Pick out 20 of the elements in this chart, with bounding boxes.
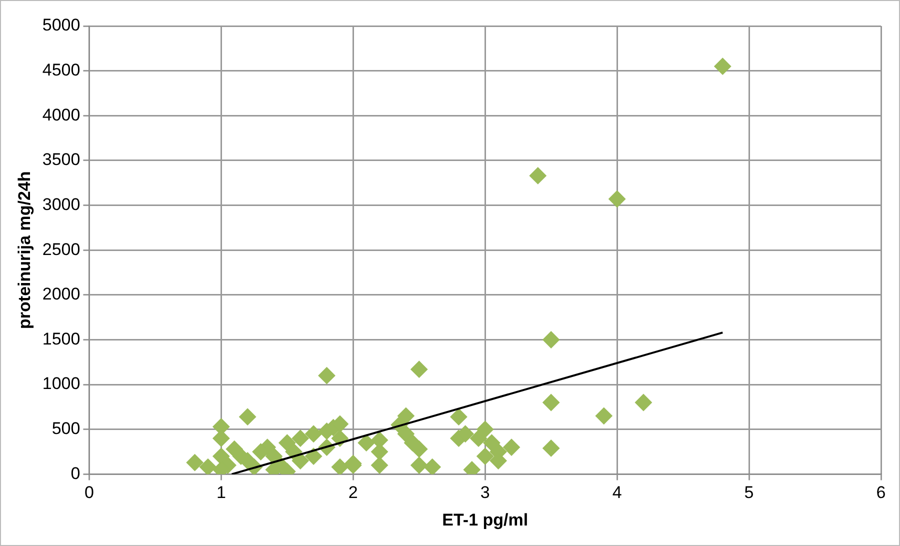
y-tick-label: 1000 — [42, 374, 80, 394]
y-tick-label: 2500 — [42, 240, 80, 259]
x-tick-label: 4 — [612, 483, 622, 502]
x-tick-label: 5 — [744, 483, 754, 502]
x-tick-label: 1 — [216, 483, 226, 502]
x-tick-label: 0 — [84, 483, 94, 502]
x-axis-title: ET-1 pg/ml — [442, 510, 528, 530]
y-tick-label: 500 — [52, 419, 80, 438]
x-tick-label: 6 — [876, 483, 886, 502]
y-tick-label: 1500 — [42, 329, 80, 348]
y-tick-label: 4500 — [42, 60, 80, 80]
y-tick-label: 3000 — [42, 194, 80, 214]
y-tick-label: 0 — [70, 464, 80, 483]
x-tick-label: 2 — [348, 483, 358, 502]
y-tick-label: 2000 — [42, 284, 80, 304]
y-tick-label: 4000 — [42, 105, 80, 124]
y-axis-title: proteinurija mg/24h — [14, 171, 34, 329]
y-tick-label: 5000 — [42, 16, 80, 35]
x-tick-label: 3 — [480, 483, 490, 502]
y-tick-label: 3500 — [42, 150, 80, 170]
